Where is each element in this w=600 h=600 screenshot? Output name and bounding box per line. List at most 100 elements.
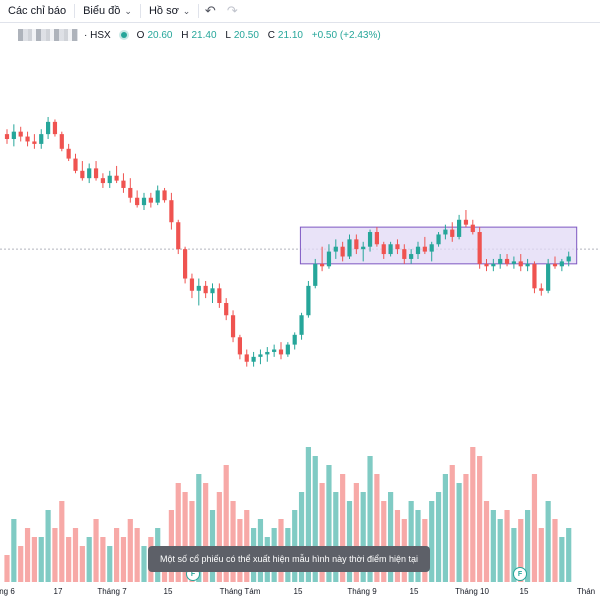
low-value: 20.50 <box>233 29 259 41</box>
x-tick-label: 17 <box>53 587 63 596</box>
volume-bar <box>442 474 448 582</box>
volume-bar <box>483 501 490 582</box>
chart-toolbar: Các chỉ báo Biểu đồ ⌄ Hồ sơ ⌄ ↶ ↷ <box>0 0 600 23</box>
profile-dropdown[interactable]: Hồ sơ ⌄ <box>141 0 198 22</box>
volume-bar <box>566 528 572 582</box>
x-tick-label: 15 <box>519 587 529 596</box>
volume-bar <box>107 546 113 582</box>
volume-bar <box>504 510 510 582</box>
candle-body <box>114 175 119 181</box>
candle-body <box>128 187 133 198</box>
chart-type-label: Biểu đồ <box>83 5 121 17</box>
volume-bar <box>381 501 387 582</box>
indicators-button[interactable]: Các chỉ báo <box>0 0 74 22</box>
candle-body <box>59 134 64 149</box>
close-key: C <box>267 29 275 41</box>
volume-bar <box>189 501 195 582</box>
candle-body <box>415 246 421 255</box>
candle-body <box>285 344 290 355</box>
candle-body <box>39 134 44 144</box>
candle-body <box>299 315 304 335</box>
volume-bar <box>477 456 483 582</box>
candle-body <box>66 148 71 159</box>
volume-bar <box>353 483 359 582</box>
candle-body <box>422 246 427 252</box>
volume-bar <box>298 492 305 582</box>
volume-bar <box>326 465 332 582</box>
candle-body <box>272 349 277 352</box>
candle-body <box>546 263 551 291</box>
x-tick-label: 15 <box>293 587 303 596</box>
market-status-icon <box>120 32 127 38</box>
volume-bar <box>449 465 455 582</box>
candle-body <box>73 158 78 171</box>
volume-bar <box>374 474 380 582</box>
volume-bar <box>93 519 99 582</box>
volume-bar <box>66 537 72 582</box>
volume-bar <box>538 528 544 582</box>
volume-bar <box>216 492 222 582</box>
candle-body <box>183 249 188 279</box>
candle-body <box>340 246 345 257</box>
volume-bar <box>72 528 79 582</box>
symbol-legend: · HSX O 20.60 H 21.40 L 20.50 C 21.10 +0.50 … <box>0 26 384 44</box>
volume-bar <box>31 537 37 582</box>
volume-bar <box>45 510 51 582</box>
volume-bar <box>518 519 524 582</box>
candle-body <box>4 134 10 140</box>
financial-report-badge[interactable]: F <box>513 567 527 581</box>
volume-bar <box>463 474 469 582</box>
volume-bar <box>312 456 318 582</box>
candle-body <box>196 285 201 291</box>
chart-type-dropdown[interactable]: Biểu đồ ⌄ <box>75 0 140 22</box>
candle-body <box>367 232 373 247</box>
candle-body <box>504 258 510 264</box>
candle-body <box>265 351 270 355</box>
volume-bar <box>127 519 133 582</box>
volume-bar <box>388 492 394 582</box>
x-tick-label: ng 6 <box>0 587 15 596</box>
ohlc-values: O 20.60 H 21.40 L 20.50 C 21.10 +0.50 (+2.43… <box>137 30 384 41</box>
volume-bar <box>319 483 325 582</box>
candle-body <box>354 239 359 250</box>
candle-body <box>292 334 297 345</box>
candle-body <box>361 246 366 250</box>
candle-body <box>395 244 400 250</box>
candle-body <box>203 285 208 294</box>
candle-body <box>155 190 160 203</box>
candle-body <box>326 251 332 267</box>
candle-body <box>347 239 352 257</box>
volume-bar <box>435 492 442 582</box>
undo-icon[interactable]: ↶ <box>204 3 216 18</box>
candle-body <box>251 356 256 362</box>
time-axis[interactable]: ng 6 17 Tháng 7 15 Tháng Tám 15 Tháng 9 … <box>0 584 600 600</box>
candle-body <box>224 303 229 316</box>
candle-body <box>237 337 242 355</box>
toolbar-divider <box>74 4 76 18</box>
volume-bar <box>114 528 120 582</box>
candle-body <box>532 263 537 289</box>
volume-bar <box>100 537 106 582</box>
volume-bar <box>346 501 353 582</box>
volume-bar <box>531 474 538 582</box>
candle-body <box>169 200 174 223</box>
x-tick-label: 15 <box>409 587 419 596</box>
indicators-label: Các chỉ báo <box>8 5 67 17</box>
candle-body <box>470 224 475 233</box>
candle-body <box>511 261 516 264</box>
candle-body <box>258 354 263 357</box>
candle-body <box>559 261 564 267</box>
x-tick-label: Tháng 10 <box>455 587 489 596</box>
volume-bar <box>408 501 414 582</box>
candle-body <box>148 197 153 203</box>
volume-bar <box>86 537 92 582</box>
candle-body <box>552 263 558 267</box>
redo-icon[interactable]: ↷ <box>226 3 238 18</box>
volume-bar <box>223 465 229 582</box>
candle-body <box>306 285 311 316</box>
toolbar-divider <box>198 4 200 18</box>
volume-bar <box>79 546 85 582</box>
profile-label: Hồ sơ <box>148 5 179 17</box>
volume-bar <box>59 501 65 582</box>
